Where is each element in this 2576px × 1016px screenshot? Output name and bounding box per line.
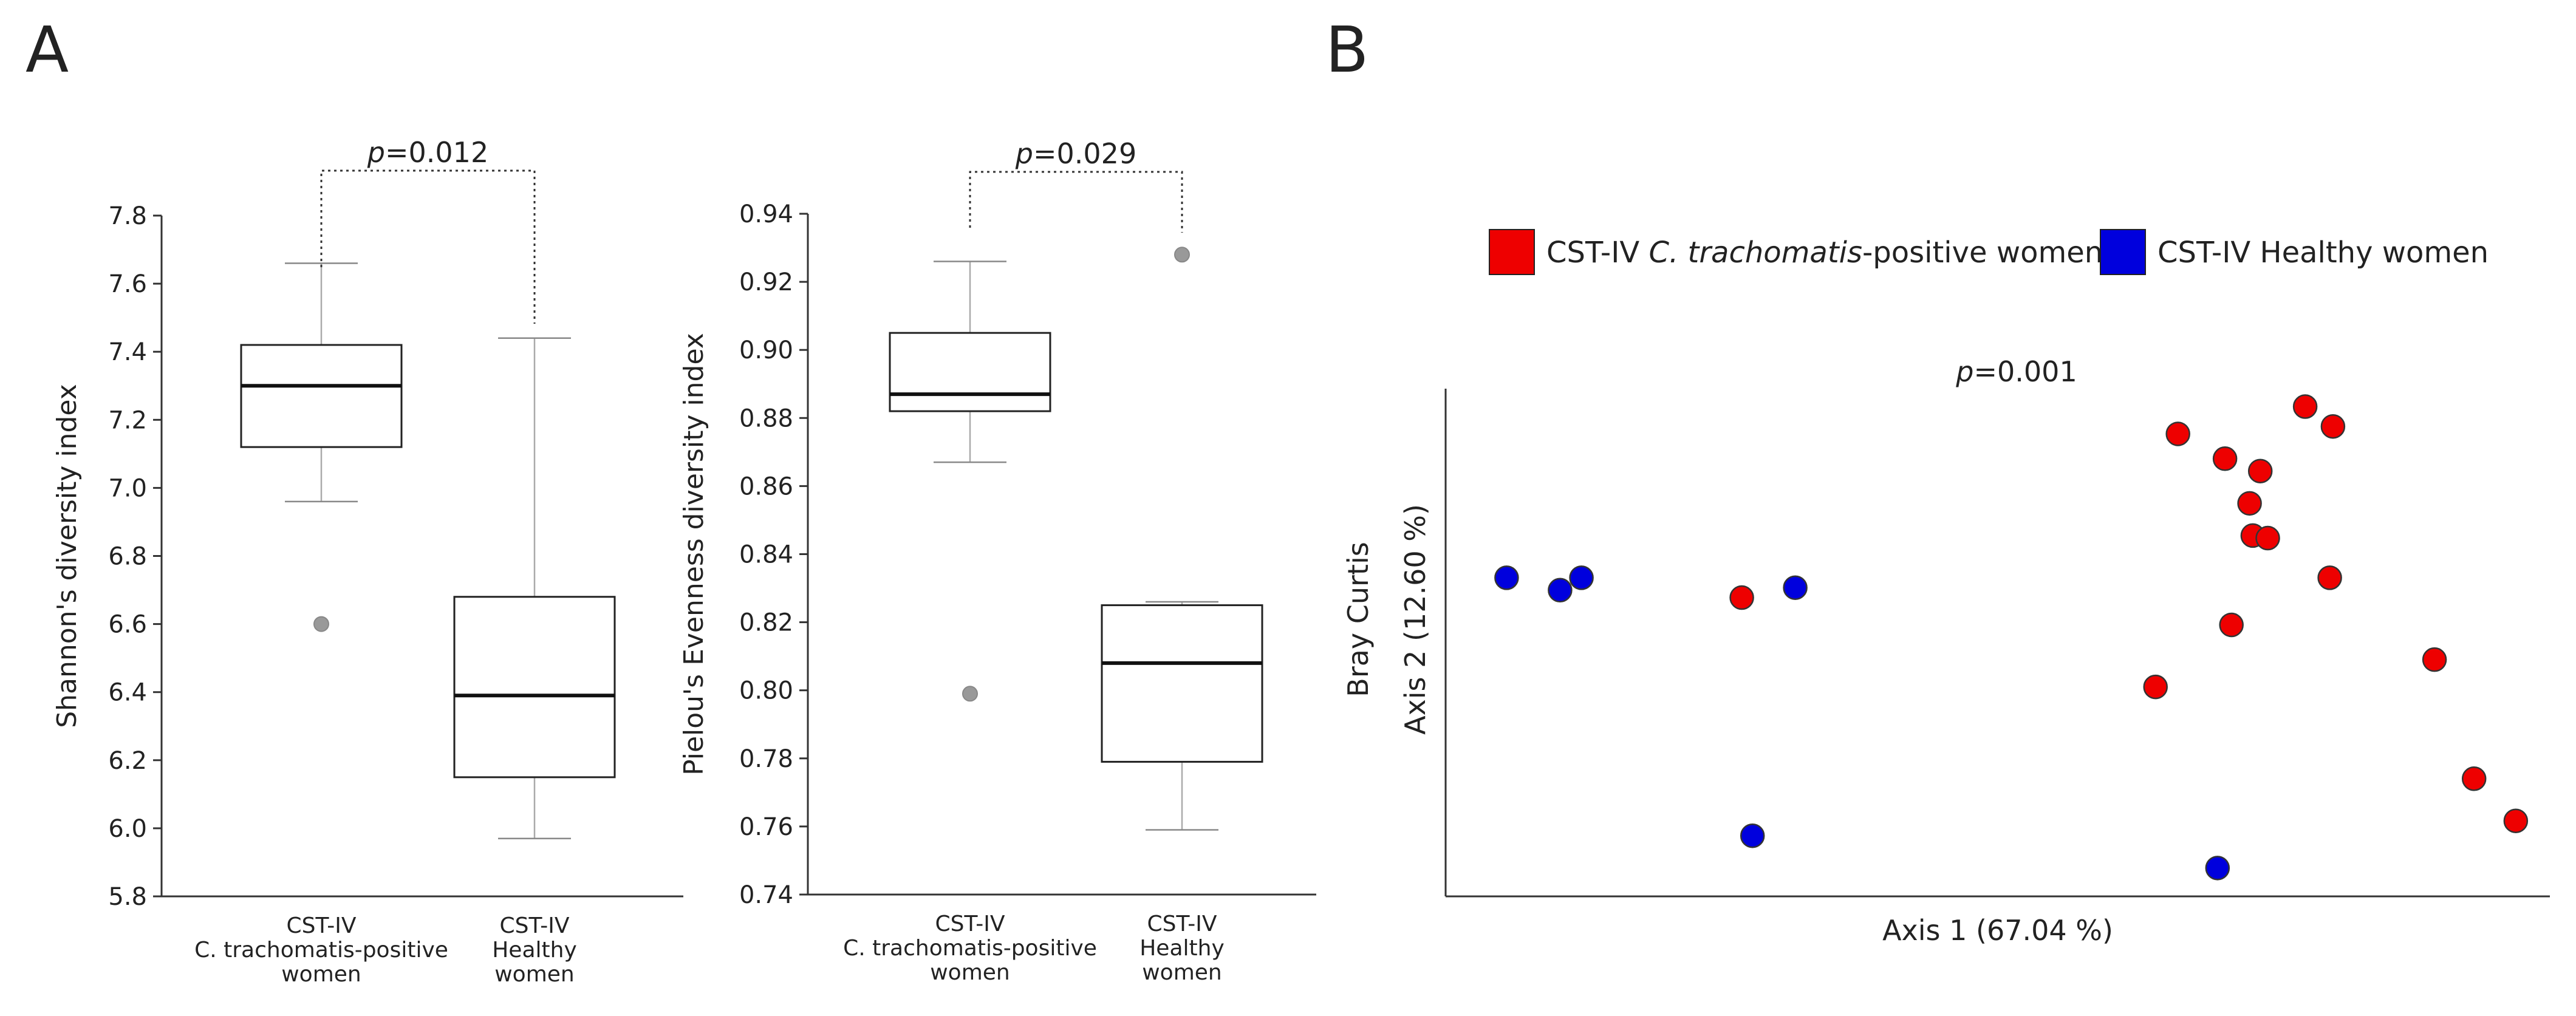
- x-category-label: women: [281, 962, 361, 987]
- y-tick-label: 0.82: [739, 609, 793, 637]
- x-axis-label: Axis 1 (67.04 %): [1882, 914, 2113, 947]
- legend-swatch: [2100, 229, 2146, 275]
- scatter-point: [1548, 578, 1573, 603]
- shannon-boxplot: 5.8 6.0 6.2 6.4 6.6 6.8 7.0 7.2 7.4 7.6 7.8 Shannon…: [52, 136, 683, 987]
- y-tick-label: 0.90: [739, 336, 793, 364]
- outlier-point: [313, 616, 329, 632]
- p-value-text: =0.029: [1033, 137, 1136, 170]
- y-tick-label: 0.78: [739, 745, 793, 773]
- legend-item: CST-IV Healthy women: [2100, 229, 2489, 275]
- y-tick-label: 0.84: [739, 541, 793, 569]
- x-category-label: Healthy: [1139, 936, 1225, 961]
- y-tick-label: 7.2: [108, 406, 147, 434]
- scatter-point: [2292, 394, 2318, 419]
- significance-bracket: [969, 171, 1183, 233]
- scatter-point: [2219, 612, 2244, 638]
- p-value-label: p=0.029: [1015, 137, 1136, 170]
- legend-item: CST-IV C. trachomatis-positive women: [1489, 229, 2103, 275]
- scatter-point: [1494, 565, 1519, 590]
- scatter-point: [2461, 766, 2487, 791]
- x-category-label: CST-IV: [287, 913, 357, 938]
- x-category-label: women: [930, 960, 1010, 985]
- scatter-point: [2422, 647, 2447, 672]
- y-axis-label: Axis 2 (12.60 %): [1399, 504, 1432, 735]
- iqr-box: [1101, 604, 1263, 763]
- p-value-text: =0.001: [1973, 355, 2077, 388]
- p-value-symbol: p: [1015, 137, 1033, 170]
- outlier-point: [962, 686, 978, 702]
- significance-bracket: [320, 169, 536, 324]
- pcoa-scatter-plot: Axis 1 (67.04 %) Bray Curtis Axis 2 (12.60…: [1342, 229, 2550, 947]
- p-value-text: =0.012: [385, 136, 488, 169]
- p-value-symbol: p: [367, 136, 385, 169]
- y-tick-label: 6.4: [108, 679, 147, 707]
- p-value-label: p=0.001: [1955, 355, 2077, 388]
- scatter-point: [2317, 565, 2342, 590]
- y-tick-label: 7.8: [108, 202, 147, 230]
- y-tick-label: 6.2: [108, 747, 147, 775]
- scatter-point: [2247, 459, 2273, 483]
- x-category-label: CST-IV: [1147, 912, 1217, 936]
- legend-label-part: CST-IV Healthy women: [2157, 236, 2489, 270]
- x-category-label: CST-IV: [500, 913, 570, 938]
- y-tick-label: 5.8: [108, 883, 147, 911]
- x-category-label: Healthy: [492, 938, 577, 963]
- scatter-point: [2237, 491, 2262, 516]
- y-tick-label: 6.0: [108, 815, 147, 843]
- y-tick-label: 6.6: [108, 611, 147, 639]
- x-category-label: C. trachomatis-positive: [194, 938, 448, 963]
- scatter-point: [1740, 823, 1765, 848]
- y-tick-label: 0.74: [739, 881, 793, 909]
- y-tick-label: 7.0: [108, 474, 147, 502]
- legend-swatch: [1489, 229, 1535, 275]
- scatter-point: [2255, 525, 2280, 551]
- pielou-boxplot: 0.74 0.76 0.78 0.80 0.82 0.84 0.86 0.88 0.90 0.92…: [678, 137, 1316, 985]
- x-category-label: CST-IV: [935, 912, 1005, 936]
- scatter-point: [2165, 421, 2190, 446]
- legend-label-part: -positive women: [1862, 236, 2103, 270]
- iqr-box: [240, 344, 403, 448]
- y-tick-label: 6.8: [108, 543, 147, 571]
- legend-label-part: C. trachomatis: [1648, 236, 1862, 270]
- y-axis-label: Bray Curtis: [1342, 542, 1375, 697]
- scatter-point: [2205, 856, 2230, 881]
- scatter-point: [1569, 565, 1594, 590]
- panel-label-a: A: [26, 13, 69, 87]
- scatter-point: [2320, 414, 2346, 439]
- scatter-point: [2212, 446, 2238, 471]
- y-axis-label: Shannon's diversity index: [52, 384, 83, 728]
- legend-label: CST-IV C. trachomatis-positive women: [1546, 236, 2103, 270]
- x-category-label: C. trachomatis-positive: [843, 936, 1097, 961]
- scatter-point: [1729, 585, 1754, 610]
- y-axis-label: Pielou's Evenness diversity index: [678, 333, 709, 776]
- p-value-label: p=0.012: [367, 136, 488, 169]
- iqr-box: [453, 596, 616, 779]
- panel-label-b: B: [1325, 13, 1368, 87]
- y-tick-label: 0.94: [739, 200, 793, 228]
- y-tick-label: 7.4: [108, 338, 147, 366]
- scatter-point: [1783, 575, 1808, 600]
- scatter-point: [2143, 674, 2168, 700]
- y-tick-label: 0.86: [739, 472, 793, 500]
- outlier-point: [1174, 247, 1190, 263]
- legend-label-part: CST-IV: [1546, 236, 1648, 270]
- y-tick-label: 0.92: [739, 268, 793, 296]
- x-category-label: women: [494, 962, 575, 987]
- legend-label: CST-IV Healthy women: [2157, 236, 2489, 270]
- iqr-box: [889, 332, 1051, 412]
- y-tick-label: 0.88: [739, 404, 793, 432]
- x-category-label: women: [1142, 960, 1222, 985]
- y-tick-label: 0.80: [739, 677, 793, 705]
- scatter-point: [2503, 808, 2529, 833]
- p-value-symbol: p: [1955, 355, 1973, 388]
- y-tick-label: 0.76: [739, 813, 793, 841]
- y-tick-label: 7.6: [108, 270, 147, 298]
